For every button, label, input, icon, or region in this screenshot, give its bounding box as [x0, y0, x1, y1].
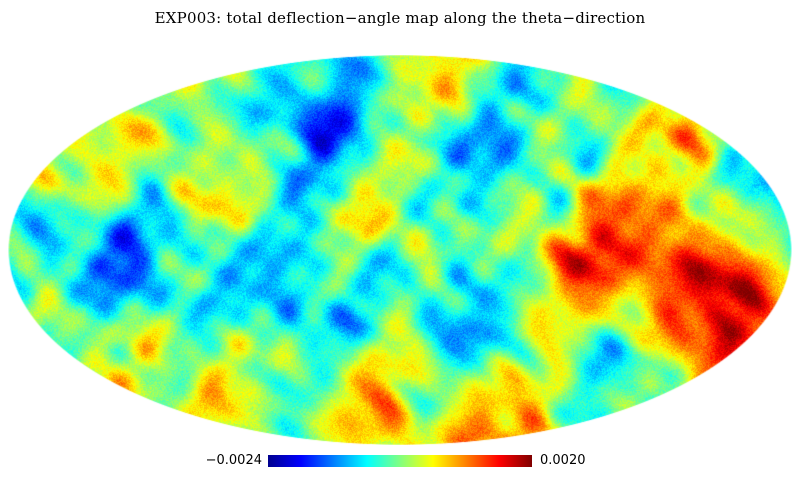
mollweide-sky-map: [8, 55, 792, 445]
colorbar-gradient: [268, 455, 532, 467]
map-title: EXP003: total deflection−angle map along…: [154, 9, 646, 27]
deflection-angle-field: [8, 55, 792, 445]
colorbar-max-label: 0.0020: [540, 453, 586, 468]
colorbar-min-label: −0.0024: [205, 453, 262, 468]
colorbar: −0.0024 0.0020: [0, 452, 800, 472]
